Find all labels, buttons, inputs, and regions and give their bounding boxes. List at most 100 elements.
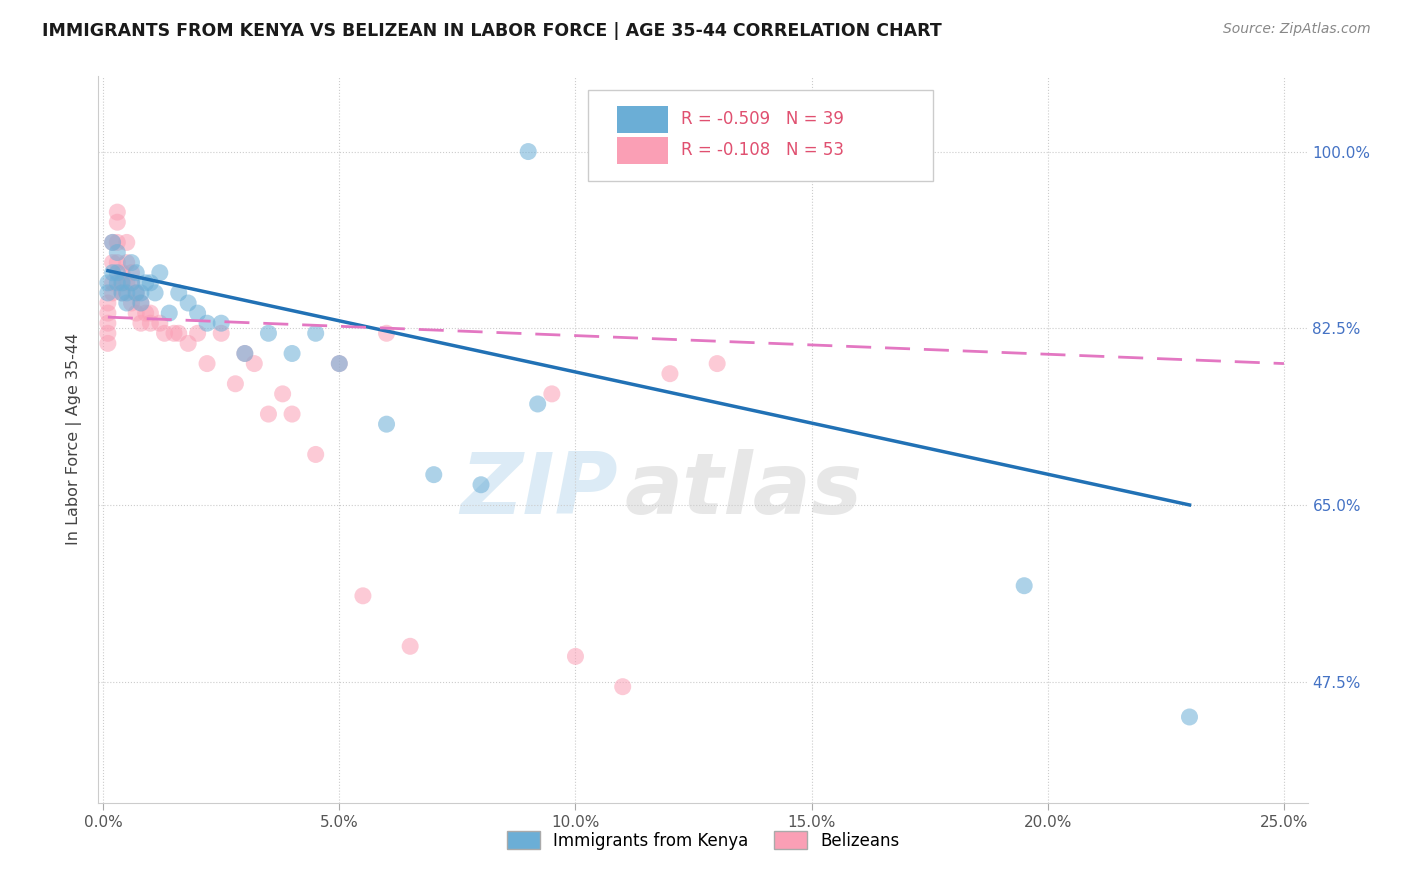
Point: [125, 266, 148, 280]
Point: [115, 255, 138, 269]
Point: [1178, 710, 1201, 724]
Text: R = -0.509   N = 39: R = -0.509 N = 39: [682, 110, 844, 128]
Point: [105, 266, 128, 280]
Text: Source: ZipAtlas.com: Source: ZipAtlas.com: [1223, 22, 1371, 37]
Point: [125, 306, 148, 320]
FancyBboxPatch shape: [617, 105, 668, 133]
Point: [139, 306, 162, 320]
Point: [125, 285, 148, 300]
Point: [97, 296, 120, 310]
Point: [375, 417, 398, 432]
Point: [257, 326, 280, 341]
Point: [97, 316, 120, 330]
Y-axis label: In Labor Force | Age 35-44: In Labor Force | Age 35-44: [66, 334, 83, 545]
Point: [167, 326, 190, 341]
Text: R = -0.108   N = 53: R = -0.108 N = 53: [682, 141, 844, 160]
Point: [121, 266, 143, 280]
Point: [125, 285, 148, 300]
Text: atlas: atlas: [624, 449, 862, 532]
Point: [101, 285, 124, 300]
Point: [105, 245, 128, 260]
Point: [121, 255, 143, 269]
Point: [121, 276, 143, 290]
Point: [111, 285, 134, 300]
Point: [139, 316, 162, 330]
Point: [177, 296, 200, 310]
Point: [97, 336, 120, 351]
Point: [105, 276, 128, 290]
Point: [115, 235, 138, 250]
Point: [97, 306, 120, 320]
Point: [101, 276, 124, 290]
Text: IMMIGRANTS FROM KENYA VS BELIZEAN IN LABOR FORCE | AGE 35-44 CORRELATION CHART: IMMIGRANTS FROM KENYA VS BELIZEAN IN LAB…: [42, 22, 942, 40]
Point: [129, 285, 152, 300]
Point: [564, 649, 586, 664]
Point: [233, 346, 256, 360]
Point: [121, 296, 143, 310]
Point: [101, 255, 124, 269]
Point: [129, 316, 152, 330]
Point: [195, 316, 218, 330]
Point: [195, 357, 218, 371]
Point: [153, 326, 176, 341]
Point: [281, 346, 304, 360]
Point: [115, 296, 138, 310]
Point: [129, 296, 152, 310]
Point: [111, 285, 134, 300]
Point: [612, 680, 634, 694]
Point: [399, 640, 422, 654]
Point: [101, 235, 124, 250]
FancyBboxPatch shape: [617, 136, 668, 164]
Point: [111, 276, 134, 290]
Point: [209, 316, 232, 330]
FancyBboxPatch shape: [588, 90, 932, 181]
Point: [706, 357, 728, 371]
Point: [121, 276, 143, 290]
Point: [423, 467, 446, 482]
Point: [105, 255, 128, 269]
Point: [97, 326, 120, 341]
Point: [149, 316, 172, 330]
Point: [257, 407, 280, 421]
Point: [177, 336, 200, 351]
Point: [97, 276, 120, 290]
Point: [115, 276, 138, 290]
Point: [209, 326, 232, 341]
Point: [328, 357, 350, 371]
Point: [105, 235, 128, 250]
Point: [658, 367, 681, 381]
Point: [1012, 579, 1035, 593]
Point: [233, 346, 256, 360]
Point: [305, 326, 328, 341]
Point: [129, 296, 152, 310]
Point: [135, 306, 157, 320]
Point: [143, 285, 166, 300]
Point: [187, 326, 209, 341]
Point: [111, 266, 134, 280]
Point: [243, 357, 266, 371]
Point: [305, 447, 328, 461]
Point: [281, 407, 304, 421]
Point: [224, 376, 246, 391]
Point: [97, 285, 120, 300]
Point: [352, 589, 374, 603]
Legend: Immigrants from Kenya, Belizeans: Immigrants from Kenya, Belizeans: [501, 825, 905, 856]
Point: [101, 235, 124, 250]
Point: [101, 266, 124, 280]
Point: [149, 266, 172, 280]
Point: [157, 306, 180, 320]
Point: [375, 326, 398, 341]
Point: [540, 387, 562, 401]
Point: [271, 387, 294, 401]
Point: [517, 145, 540, 159]
Point: [163, 326, 186, 341]
Point: [115, 285, 138, 300]
Point: [105, 215, 128, 229]
Point: [111, 276, 134, 290]
Point: [470, 477, 492, 491]
Point: [167, 285, 190, 300]
Point: [105, 205, 128, 219]
Point: [139, 276, 162, 290]
Point: [328, 357, 350, 371]
Point: [526, 397, 548, 411]
